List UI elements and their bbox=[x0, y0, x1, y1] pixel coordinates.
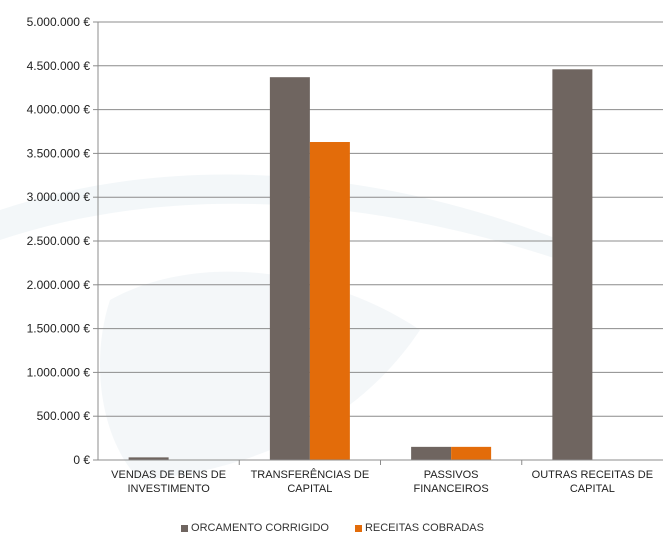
legend-label-orcamento: ORCAMENTO CORRIGIDO bbox=[191, 522, 329, 534]
legend-swatch-orcamento bbox=[181, 524, 189, 532]
y-tick-label: 0 € bbox=[73, 453, 90, 467]
y-tick-label: 1.500.000 € bbox=[27, 322, 91, 336]
y-tick-label: 4.500.000 € bbox=[27, 59, 91, 73]
x-tick-label: PASSIVOS bbox=[424, 469, 479, 481]
y-tick-label: 500.000 € bbox=[37, 409, 91, 423]
legend: ORCAMENTO CORRIGIDO RECEITAS COBRADAS bbox=[0, 522, 665, 534]
bar-orcamento-corrigido bbox=[128, 457, 169, 460]
x-tick-label: CAPITAL bbox=[570, 483, 615, 495]
y-tick-label: 4.000.000 € bbox=[27, 103, 91, 117]
y-tick-label: 5.000.000 € bbox=[27, 15, 91, 29]
bar-orcamento-corrigido bbox=[269, 77, 310, 461]
y-tick-label: 1.000.000 € bbox=[27, 365, 91, 379]
bar-receitas-cobradas bbox=[309, 142, 350, 460]
bar-receitas-cobradas bbox=[451, 446, 492, 460]
x-tick-label: CAPITAL bbox=[287, 483, 332, 495]
legend-swatch-receitas bbox=[354, 524, 362, 532]
background-watermark bbox=[0, 174, 560, 260]
x-tick-label: VENDAS DE BENS DE bbox=[111, 469, 226, 481]
legend-label-receitas: RECEITAS COBRADAS bbox=[364, 522, 484, 534]
background-watermark-2 bbox=[100, 271, 420, 480]
y-tick-label: 2.000.000 € bbox=[27, 278, 91, 292]
x-tick-label: FINANCEIROS bbox=[414, 483, 489, 495]
legend-item-orcamento: ORCAMENTO CORRIGIDO bbox=[181, 522, 329, 534]
y-tick-label: 3.000.000 € bbox=[27, 190, 91, 204]
y-tick-label: 3.500.000 € bbox=[27, 146, 91, 160]
x-tick-label: TRANSFERÊNCIAS DE bbox=[251, 468, 370, 481]
legend-item-receitas: RECEITAS COBRADAS bbox=[354, 522, 484, 534]
x-tick-label: OUTRAS RECEITAS DE bbox=[532, 469, 653, 481]
x-tick-label: INVESTIMENTO bbox=[127, 483, 210, 495]
bar-orcamento-corrigido bbox=[411, 446, 452, 460]
y-tick-label: 2.500.000 € bbox=[27, 234, 91, 248]
bar-orcamento-corrigido bbox=[552, 69, 593, 460]
